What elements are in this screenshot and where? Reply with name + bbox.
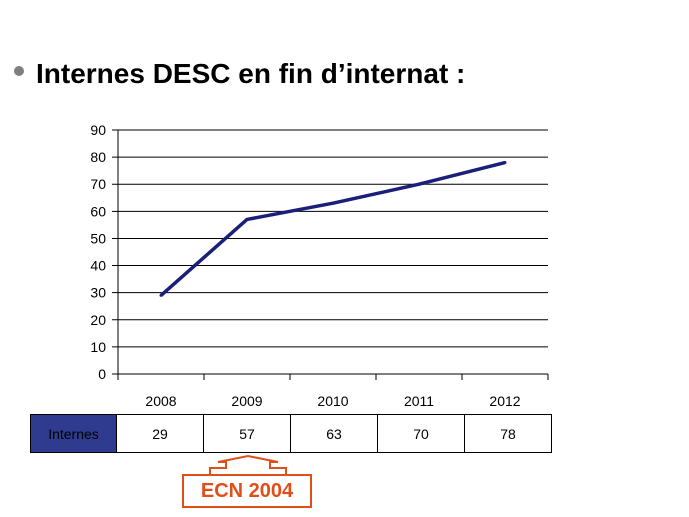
y-tick-label: 30 — [90, 285, 106, 301]
y-tick-label: 40 — [90, 258, 106, 274]
y-tick-label: 50 — [90, 230, 106, 246]
y-tick-label: 80 — [90, 149, 106, 165]
ecn-callout-box: ECN 2004 — [182, 474, 312, 508]
data-point — [245, 217, 249, 221]
data-point — [417, 182, 421, 186]
y-tick-label: 10 — [90, 339, 106, 355]
line-chart: 0 10 20 30 40 50 60 70 80 90 2008 2009 2010 2011 2012 — [90, 122, 549, 409]
y-tick-label: 70 — [90, 176, 106, 192]
x-tick-label: 2011 — [404, 393, 434, 409]
table-value-cell: 57 — [203, 414, 291, 453]
table-value-cell: 78 — [464, 414, 552, 453]
data-point — [503, 161, 507, 165]
y-tick-label: 20 — [90, 312, 106, 328]
data-table: Internes 29 57 63 70 78 — [30, 414, 552, 453]
y-tick-label: 90 — [90, 122, 106, 138]
data-point — [331, 201, 335, 205]
x-tick-label: 2008 — [145, 393, 176, 409]
x-axis: 2008 2009 2010 2011 2012 — [117, 374, 549, 409]
series-layer — [159, 160, 507, 297]
x-tick-label: 2010 — [317, 393, 348, 409]
table-value-cell: 70 — [377, 414, 465, 453]
x-tick-label: 2009 — [231, 393, 262, 409]
grid-lines — [112, 129, 548, 375]
y-tick-label: 60 — [90, 203, 106, 219]
y-tick-label: 0 — [98, 366, 106, 382]
table-value-cell: 63 — [290, 414, 378, 453]
x-tick-label: 2012 — [489, 393, 520, 409]
y-axis: 0 10 20 30 40 50 60 70 80 90 — [90, 122, 119, 382]
slide-title: Internes DESC en fin d’internat : — [36, 58, 466, 89]
table-value-cell: 29 — [116, 414, 204, 453]
data-point — [159, 293, 163, 297]
series-name-cell: Internes — [30, 414, 117, 453]
bullet-dot — [14, 66, 24, 76]
table-row: Internes 29 57 63 70 78 — [30, 414, 552, 453]
series-line — [159, 160, 506, 297]
